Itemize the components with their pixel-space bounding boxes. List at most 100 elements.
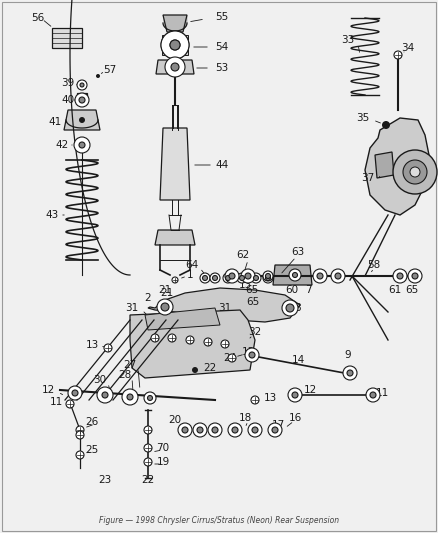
Circle shape bbox=[331, 269, 345, 283]
Polygon shape bbox=[163, 15, 187, 32]
Text: 58: 58 bbox=[367, 260, 381, 270]
Polygon shape bbox=[148, 288, 300, 322]
Circle shape bbox=[241, 269, 255, 283]
Text: 24: 24 bbox=[223, 353, 237, 363]
Circle shape bbox=[151, 334, 159, 342]
Circle shape bbox=[212, 276, 218, 280]
Circle shape bbox=[148, 395, 152, 400]
Circle shape bbox=[79, 117, 85, 123]
Circle shape bbox=[210, 273, 220, 283]
Text: 60: 60 bbox=[286, 285, 299, 295]
Text: 62: 62 bbox=[237, 250, 250, 260]
Circle shape bbox=[127, 394, 133, 400]
Circle shape bbox=[228, 354, 236, 362]
Circle shape bbox=[66, 400, 74, 408]
Circle shape bbox=[182, 427, 188, 433]
Circle shape bbox=[72, 390, 78, 396]
Text: 40: 40 bbox=[61, 95, 74, 105]
Circle shape bbox=[228, 423, 242, 437]
Text: 23: 23 bbox=[99, 475, 112, 485]
Circle shape bbox=[288, 388, 302, 402]
Text: 33: 33 bbox=[341, 35, 355, 45]
Circle shape bbox=[292, 392, 298, 398]
Polygon shape bbox=[365, 118, 430, 215]
Circle shape bbox=[286, 304, 294, 312]
Text: 7: 7 bbox=[305, 285, 311, 295]
Text: 13: 13 bbox=[263, 393, 277, 403]
Text: 61: 61 bbox=[389, 285, 402, 295]
Text: 31: 31 bbox=[219, 303, 232, 313]
Text: 34: 34 bbox=[401, 43, 415, 53]
Circle shape bbox=[366, 388, 380, 402]
Text: 65: 65 bbox=[245, 285, 258, 295]
Text: 11: 11 bbox=[49, 397, 63, 407]
Text: 12: 12 bbox=[304, 385, 317, 395]
Text: 53: 53 bbox=[215, 63, 229, 73]
Circle shape bbox=[226, 276, 230, 280]
Circle shape bbox=[408, 269, 422, 283]
Polygon shape bbox=[52, 28, 82, 48]
Text: 42: 42 bbox=[55, 140, 69, 150]
Circle shape bbox=[77, 80, 87, 90]
Circle shape bbox=[268, 423, 282, 437]
Text: 65: 65 bbox=[246, 297, 260, 307]
Text: 13: 13 bbox=[85, 340, 99, 350]
Circle shape bbox=[251, 396, 259, 404]
Text: 19: 19 bbox=[156, 457, 170, 467]
Circle shape bbox=[347, 370, 353, 376]
Text: 21: 21 bbox=[160, 288, 173, 298]
Circle shape bbox=[252, 427, 258, 433]
Circle shape bbox=[265, 276, 271, 280]
Circle shape bbox=[223, 273, 233, 283]
Text: 22: 22 bbox=[203, 363, 217, 373]
Circle shape bbox=[335, 273, 341, 279]
Circle shape bbox=[204, 338, 212, 346]
Circle shape bbox=[263, 271, 273, 281]
Circle shape bbox=[75, 93, 89, 107]
Circle shape bbox=[144, 444, 152, 452]
Circle shape bbox=[80, 83, 84, 87]
Circle shape bbox=[293, 272, 297, 278]
Circle shape bbox=[200, 273, 210, 283]
Circle shape bbox=[178, 423, 192, 437]
Circle shape bbox=[249, 352, 255, 358]
Polygon shape bbox=[155, 230, 195, 245]
Text: 56: 56 bbox=[32, 13, 45, 23]
Text: 13: 13 bbox=[238, 280, 251, 290]
Circle shape bbox=[410, 167, 420, 177]
Text: 13: 13 bbox=[241, 347, 254, 357]
Polygon shape bbox=[130, 310, 255, 378]
Text: 65: 65 bbox=[406, 285, 419, 295]
Text: 43: 43 bbox=[46, 210, 59, 220]
Circle shape bbox=[382, 121, 390, 129]
Circle shape bbox=[76, 431, 84, 439]
Text: 35: 35 bbox=[357, 113, 370, 123]
Text: 41: 41 bbox=[48, 117, 62, 127]
Circle shape bbox=[254, 276, 258, 280]
Circle shape bbox=[171, 63, 179, 71]
Circle shape bbox=[144, 458, 152, 466]
Text: 14: 14 bbox=[291, 355, 304, 365]
Text: 26: 26 bbox=[85, 417, 99, 427]
Circle shape bbox=[102, 392, 108, 398]
Circle shape bbox=[282, 300, 298, 316]
Text: 22: 22 bbox=[141, 475, 155, 485]
Circle shape bbox=[208, 423, 222, 437]
Polygon shape bbox=[160, 128, 190, 200]
Circle shape bbox=[170, 40, 180, 50]
Circle shape bbox=[165, 57, 185, 77]
Text: 25: 25 bbox=[85, 445, 99, 455]
Circle shape bbox=[248, 423, 262, 437]
Circle shape bbox=[245, 273, 251, 279]
Circle shape bbox=[68, 386, 82, 400]
Circle shape bbox=[343, 366, 357, 380]
Circle shape bbox=[197, 427, 203, 433]
Circle shape bbox=[265, 273, 271, 279]
Text: 63: 63 bbox=[291, 247, 304, 257]
Circle shape bbox=[232, 427, 238, 433]
Polygon shape bbox=[273, 265, 312, 285]
Text: 12: 12 bbox=[41, 385, 55, 395]
Text: 44: 44 bbox=[215, 160, 229, 170]
Circle shape bbox=[394, 51, 402, 59]
Text: 64: 64 bbox=[185, 260, 198, 270]
